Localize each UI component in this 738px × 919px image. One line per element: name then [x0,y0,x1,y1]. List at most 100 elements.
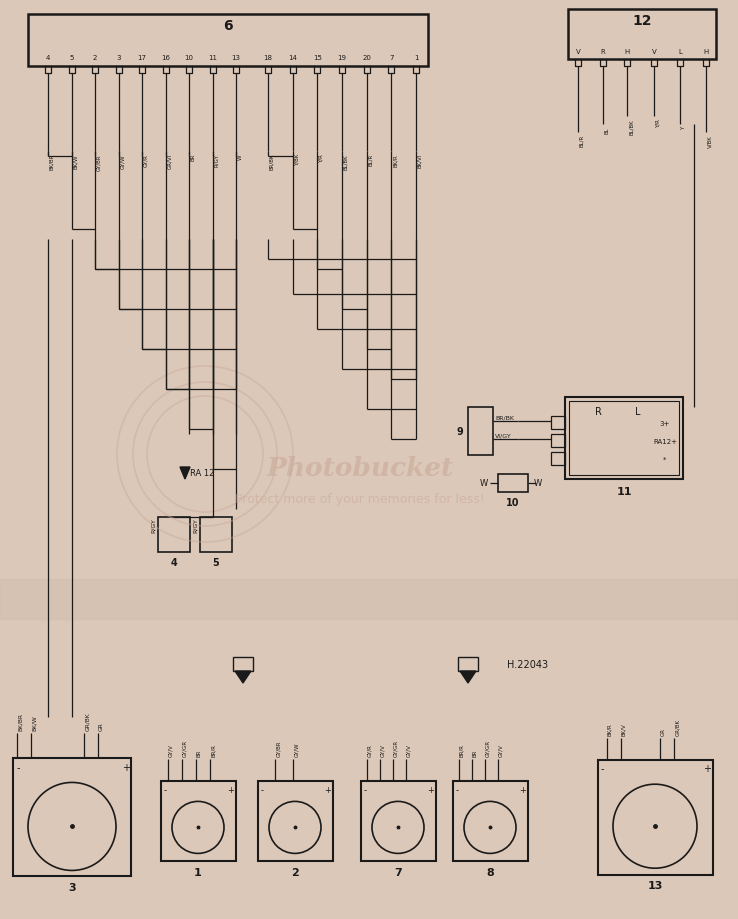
Text: 2: 2 [93,55,97,61]
Text: 10: 10 [506,497,520,507]
Text: 16: 16 [161,55,170,61]
Text: 3: 3 [68,882,76,892]
Text: -: - [456,786,459,795]
Bar [360,781,435,861]
Text: H.22043: H.22043 [508,659,548,669]
Bar [158,517,190,552]
Text: Y: Y [681,127,686,130]
Text: L: L [678,49,682,55]
Text: 2: 2 [291,867,299,877]
Text: 15: 15 [313,55,322,61]
Text: Protect more of your memories for less!: Protect more of your memories for less! [235,493,485,506]
Text: BK/V: BK/V [621,722,627,734]
Text: GY/V: GY/V [381,743,385,756]
Text: GY/GR: GY/GR [182,739,187,756]
Text: V: V [576,49,580,55]
Text: 1: 1 [414,55,418,61]
Text: GY/GR: GY/GR [393,739,399,756]
Text: V: V [652,49,656,55]
Text: 10: 10 [184,55,193,61]
Bar [598,760,712,875]
Text: L: L [635,406,641,416]
Text: GY/R: GY/R [368,743,373,756]
Text: R/GY: R/GY [151,518,156,533]
Text: BL/BK: BL/BK [629,119,634,134]
Text: Y/R: Y/R [655,119,661,128]
Text: BL/R: BL/R [368,153,373,166]
Polygon shape [235,671,251,683]
Text: W: W [480,479,488,488]
Bar [200,517,232,552]
Text: BK/VI: BK/VI [418,153,422,168]
Text: BR/BK: BR/BK [495,415,514,421]
Text: 6: 6 [223,19,232,33]
Text: GY/V: GY/V [407,743,412,756]
Text: GR: GR [661,727,666,734]
Text: 3: 3 [117,55,121,61]
Text: 20: 20 [362,55,371,61]
Text: GY/BR: GY/BR [276,740,281,756]
Text: BL/BK: BL/BK [343,153,348,169]
Text: 13: 13 [647,880,663,891]
Text: GY/BR: GY/BR [97,153,102,170]
Text: BR: BR [472,749,477,756]
Text: -: - [601,764,604,774]
Text: -: - [364,786,367,795]
Bar [28,15,428,67]
Text: 9: 9 [456,426,463,437]
Text: BR/R: BR/R [460,743,464,756]
Text: BK/BR: BK/BR [49,153,55,170]
Text: RA 12: RA 12 [190,468,214,477]
Text: R/GY: R/GY [193,518,198,533]
Text: Photobucket: Photobucket [266,455,454,480]
Text: 5: 5 [69,55,74,61]
Text: BR/BK: BR/BK [269,153,275,170]
Text: 4: 4 [170,558,177,567]
Text: +: + [519,786,526,795]
Text: BL/R: BL/R [579,135,584,147]
Text: BR/R: BR/R [210,743,215,756]
Bar [258,781,333,861]
Text: +: + [122,762,130,772]
Text: +: + [324,786,331,795]
Text: W: W [238,153,243,159]
Text: VI/GY: VI/GY [495,434,511,438]
Text: 14: 14 [289,55,297,61]
Bar [568,10,716,60]
Text: W: W [534,479,542,488]
Text: 1: 1 [194,867,202,877]
Text: -: - [261,786,264,795]
Text: 11: 11 [616,486,632,496]
Text: RA12+: RA12+ [653,438,677,445]
Text: R: R [600,49,605,55]
Bar [13,758,131,876]
Text: GY/R: GY/R [143,153,148,166]
Bar [468,407,493,456]
Bar [233,657,253,671]
Text: 11: 11 [208,55,217,61]
Text: BK/BR: BK/BR [18,712,23,731]
Text: GR/VI: GR/VI [167,153,172,169]
Text: GY/GR: GY/GR [486,739,491,756]
Text: Y/R: Y/R [319,153,324,163]
Bar [498,474,528,493]
Text: GR/BK: GR/BK [85,711,90,731]
Text: BK/R: BK/R [607,722,613,734]
Text: +: + [703,764,711,774]
Text: 18: 18 [263,55,272,61]
Text: GR/BK: GR/BK [675,718,680,734]
Text: 3+: 3+ [660,421,670,426]
Text: -: - [16,762,20,772]
Text: 17: 17 [137,55,147,61]
Text: BR: BR [190,153,196,161]
Text: H: H [703,49,708,55]
Text: 19: 19 [337,55,347,61]
Text: GY/V: GY/V [498,743,503,756]
Text: 5: 5 [213,558,219,567]
Bar [551,416,565,429]
Text: 13: 13 [232,55,241,61]
Text: +: + [427,786,434,795]
Text: R: R [595,406,601,416]
Text: +: + [227,786,234,795]
Text: BK/R: BK/R [393,153,398,166]
